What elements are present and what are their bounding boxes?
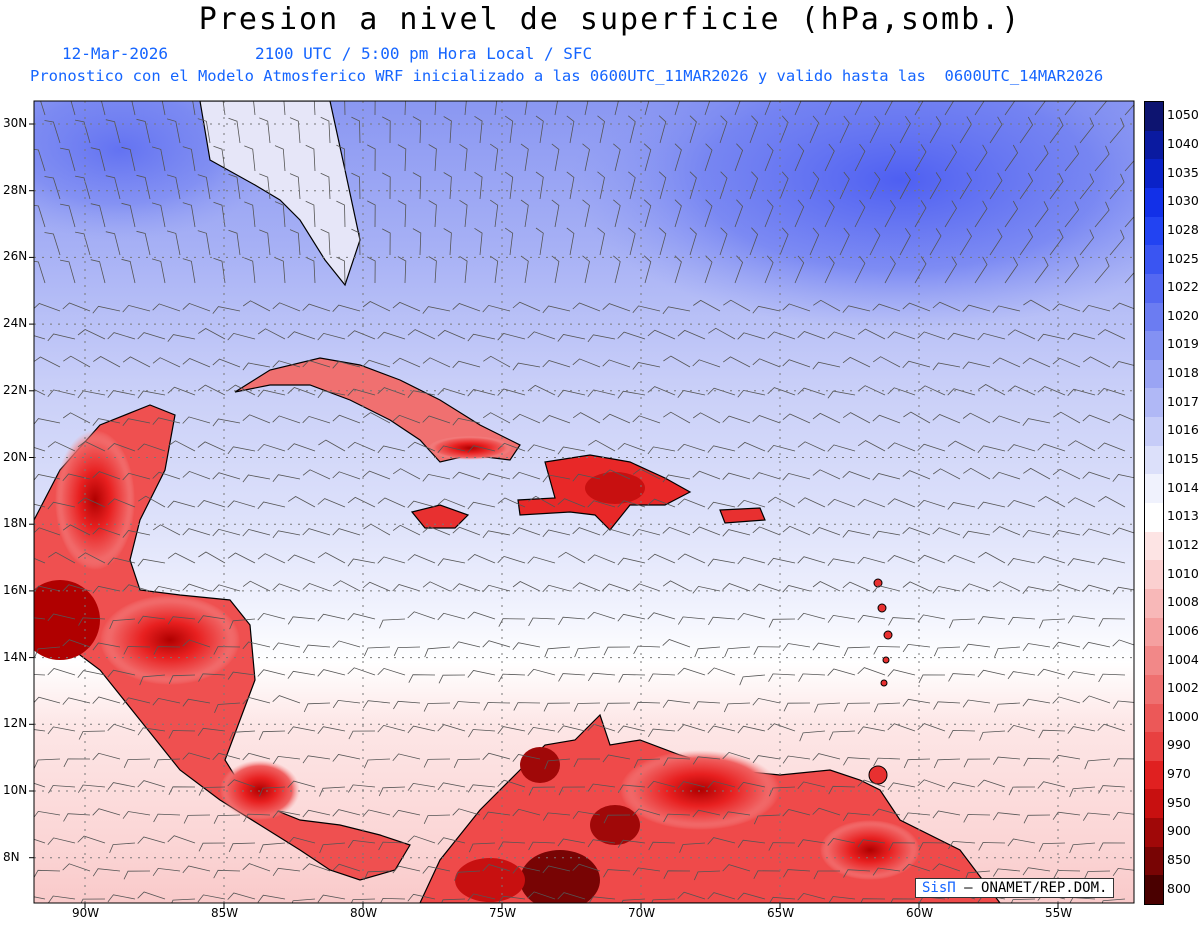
colorbar-label: 1035 <box>1167 164 1199 180</box>
pressure-colorbar <box>1144 101 1164 905</box>
colorbar-cell <box>1145 846 1163 876</box>
colorbar-label: 1040 <box>1167 135 1199 151</box>
colorbar-label: 1019 <box>1167 336 1199 352</box>
colorbar-label: 1012 <box>1167 536 1199 552</box>
colorbar-label: 950 <box>1167 794 1191 810</box>
colorbar-label: 1002 <box>1167 680 1199 696</box>
colorbar-cell <box>1145 102 1163 132</box>
lat-label: 30N <box>3 116 28 130</box>
colorbar-cell <box>1145 560 1163 590</box>
colorbar-label: 1014 <box>1167 479 1199 495</box>
colorbar-cell <box>1145 646 1163 676</box>
colorbar-label: 1010 <box>1167 565 1199 581</box>
lat-label: 28N <box>3 182 28 197</box>
lat-label: 22N <box>3 382 28 397</box>
lon-label: 55W <box>1045 906 1073 920</box>
lat-label: 18N <box>3 516 28 531</box>
colorbar-label: 1025 <box>1167 250 1199 266</box>
colorbar-cell <box>1145 130 1163 160</box>
colorbar-cell <box>1145 474 1163 504</box>
colorbar-label: 1016 <box>1167 422 1199 438</box>
map-title: Presion a nivel de superficie (hPa,somb.… <box>198 2 1022 37</box>
colorbar-cell <box>1145 359 1163 389</box>
colorbar-label: 1030 <box>1167 193 1199 209</box>
lat-label: 24N <box>3 316 28 331</box>
forecast-info: Pronostico con el Modelo Atmosferico WRF… <box>30 67 1104 85</box>
lat-label: 10N <box>3 783 28 797</box>
colorbar-label: 800 <box>1167 880 1191 896</box>
colorbar-cell <box>1145 703 1163 733</box>
colorbar-label: 1004 <box>1167 651 1199 667</box>
colorbar-cell <box>1145 417 1163 447</box>
colorbar-cell <box>1145 674 1163 704</box>
colorbar-label: 1006 <box>1167 622 1199 638</box>
colorbar-cell <box>1145 875 1163 905</box>
colorbar-cell <box>1145 789 1163 819</box>
colorbar-label: 1017 <box>1167 393 1199 409</box>
colorbar-label: 1020 <box>1167 307 1199 323</box>
lon-label: 75W <box>489 906 517 920</box>
credit-org: – ONAMET/REP.DOM. <box>964 880 1108 896</box>
colorbar-cell <box>1145 245 1163 275</box>
credit-box: SisΠ – ONAMET/REP.DOM. <box>915 878 1115 898</box>
lat-label: 26N <box>3 249 28 264</box>
colorbar-cell <box>1145 159 1163 189</box>
colorbar-cell <box>1145 760 1163 790</box>
colorbar-label: 1018 <box>1167 365 1199 381</box>
colorbar-cell <box>1145 216 1163 246</box>
lon-label: 85W <box>211 906 239 920</box>
colorbar-cell <box>1145 818 1163 848</box>
colorbar-label: 1013 <box>1167 508 1199 524</box>
colorbar-cell <box>1145 732 1163 762</box>
valid-time: 2100 UTC / 5:00 pm Hora Local / SFC <box>255 44 593 63</box>
lat-label: 20N <box>3 449 28 464</box>
lat-label: 16N <box>3 582 28 597</box>
lat-label: 14N <box>3 649 28 664</box>
lon-label: 60W <box>906 906 934 920</box>
colorbar-cell <box>1145 273 1163 303</box>
colorbar-cell <box>1145 388 1163 418</box>
colorbar-cell <box>1145 531 1163 561</box>
lon-label: 80W <box>350 906 378 920</box>
colorbar-label: 1008 <box>1167 594 1199 610</box>
colorbar-label: 1022 <box>1167 279 1199 295</box>
lat-label: 8N <box>3 849 20 864</box>
colorbar-cell <box>1145 187 1163 218</box>
colorbar-label: 1050 <box>1167 107 1199 123</box>
lon-label: 90W <box>72 906 100 920</box>
colorbar-cell <box>1145 503 1163 533</box>
colorbar-label: 1000 <box>1167 708 1199 724</box>
colorbar-cell <box>1145 588 1163 619</box>
colorbar-label: 850 <box>1167 852 1191 868</box>
map-field <box>34 101 1134 903</box>
colorbar-cell <box>1145 331 1163 361</box>
forecast-date: 12-Mar-2026 <box>62 44 168 63</box>
colorbar-cell <box>1145 445 1163 475</box>
lat-label: 12N <box>3 716 28 731</box>
colorbar-label: 990 <box>1167 737 1191 753</box>
colorbar-label: 1028 <box>1167 221 1199 237</box>
colorbar-cell <box>1145 302 1163 332</box>
colorbar-label: 970 <box>1167 766 1191 782</box>
colorbar-label: 1015 <box>1167 451 1199 467</box>
colorbar-cell <box>1145 617 1163 647</box>
lon-label: 65W <box>767 906 795 920</box>
colorbar-label: 900 <box>1167 823 1191 839</box>
sistpi-logo: SisΠ <box>922 880 956 896</box>
lon-label: 70W <box>628 906 656 920</box>
